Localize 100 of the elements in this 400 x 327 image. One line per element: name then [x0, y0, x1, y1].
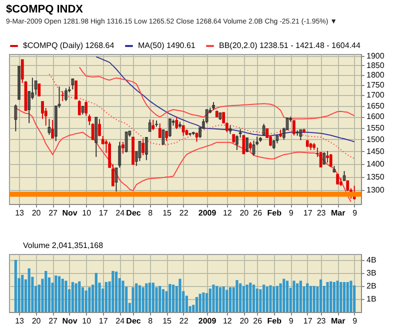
- bar: [282, 278, 286, 312]
- bar: [138, 285, 142, 312]
- y-tick-label: 1400: [366, 159, 385, 168]
- bar: [88, 287, 91, 312]
- bar: [162, 289, 164, 312]
- x-tick-label: 9: [352, 316, 358, 326]
- bar: [178, 278, 182, 312]
- candlestick: [124, 131, 128, 153]
- x-tick-label: 23: [316, 208, 326, 218]
- bar: [228, 287, 232, 312]
- bar: [212, 284, 215, 312]
- x-tick-label: 15: [162, 208, 172, 218]
- bar: [61, 278, 64, 312]
- candlestick: [175, 116, 178, 130]
- bar: [44, 270, 48, 312]
- bar: [266, 286, 268, 312]
- x-tick-label: 17: [98, 316, 108, 326]
- y-tick-label: 1700: [366, 90, 385, 100]
- x-tick-label: 15: [162, 316, 172, 326]
- y-tick-label: 1750: [366, 80, 385, 90]
- bar: [342, 282, 346, 312]
- bar: [28, 268, 30, 312]
- x-tick-label: 17: [98, 208, 108, 218]
- bar: [296, 283, 299, 312]
- x-tick-label: 8: [148, 316, 154, 326]
- bar: [104, 282, 108, 312]
- candlestick: [252, 140, 256, 156]
- x-tick-label: 12: [222, 208, 232, 218]
- y-tick-label: 2B: [366, 281, 376, 290]
- candlestick: [329, 153, 332, 167]
- bar: [142, 287, 144, 312]
- x-tick-label: Nov: [62, 208, 78, 218]
- bar: [94, 272, 98, 312]
- candlestick: [299, 129, 302, 141]
- x-tick-label: 24: [116, 316, 126, 326]
- y-tick-label: 1800: [366, 70, 385, 80]
- bar: [21, 274, 24, 312]
- candlestick: [114, 167, 118, 192]
- bar: [222, 286, 225, 312]
- bar: [54, 276, 58, 312]
- x-tick-label: 17: [303, 208, 313, 218]
- bar: [168, 284, 172, 312]
- x-tick-label: 9: [288, 316, 294, 326]
- bar: [312, 286, 316, 312]
- line-series: [78, 66, 355, 120]
- bar: [158, 286, 162, 312]
- line-series: [48, 74, 355, 160]
- bar: [122, 280, 124, 312]
- y-tick-label: 1300: [366, 186, 385, 195]
- candlestick: [168, 118, 172, 138]
- x-tick-label: 20: [32, 316, 42, 326]
- bar: [208, 288, 212, 312]
- x-tick-label: 8: [148, 208, 154, 218]
- candlestick: [38, 83, 41, 97]
- bar: [249, 282, 252, 312]
- legend-label: $COMPQ (Daily) 1268.64: [23, 41, 115, 50]
- x-tick-label: Mar: [330, 208, 346, 218]
- x-tick-label: 27: [48, 316, 58, 326]
- y-tick-label: 1650: [366, 101, 385, 110]
- bar: [256, 288, 258, 312]
- candlestick: [326, 150, 329, 164]
- bar: [340, 282, 342, 312]
- bar: [279, 283, 282, 312]
- bar: [114, 272, 118, 312]
- bar: [112, 270, 114, 312]
- x-tick-label: 26: [253, 208, 263, 218]
- candlestick: [34, 80, 38, 96]
- y-tick-label: 1850: [366, 60, 385, 70]
- x-tick-label: 10: [82, 316, 92, 326]
- bar: [309, 286, 312, 312]
- candlestick: [142, 138, 145, 156]
- legend-label: BB(20,2.0) 1238.51 - 1421.48 - 1604.44: [219, 41, 361, 50]
- line-series: [15, 107, 352, 202]
- candlestick: [319, 152, 322, 168]
- bar: [320, 279, 322, 312]
- candlestick: [71, 78, 74, 90]
- bar: [262, 284, 266, 312]
- x-tick-label: 2009: [198, 316, 217, 326]
- x-tick-label: Dec: [126, 316, 142, 326]
- bar: [14, 260, 17, 312]
- candlestick: [242, 134, 246, 154]
- candlestick: [272, 139, 276, 150]
- candlestick: [336, 173, 339, 185]
- candlestick: [342, 170, 346, 182]
- x-tick-label: 12: [222, 316, 232, 326]
- y-tick-label: 1B: [366, 294, 376, 304]
- candlestick: [48, 118, 51, 136]
- candlestick: [94, 116, 98, 158]
- bar: [78, 281, 81, 312]
- x-tick-label: 13: [15, 208, 25, 218]
- x-tick-label: 27: [48, 208, 58, 218]
- bar: [332, 282, 336, 312]
- series-label: Volume 2,041,351,168: [23, 241, 104, 250]
- candlestick: [292, 120, 296, 136]
- bar: [299, 280, 302, 312]
- candlestick: [51, 119, 54, 139]
- candlestick: [18, 66, 20, 100]
- candlestick: [64, 88, 68, 102]
- bar: [202, 292, 205, 312]
- y-tick-label: 1550: [366, 123, 385, 132]
